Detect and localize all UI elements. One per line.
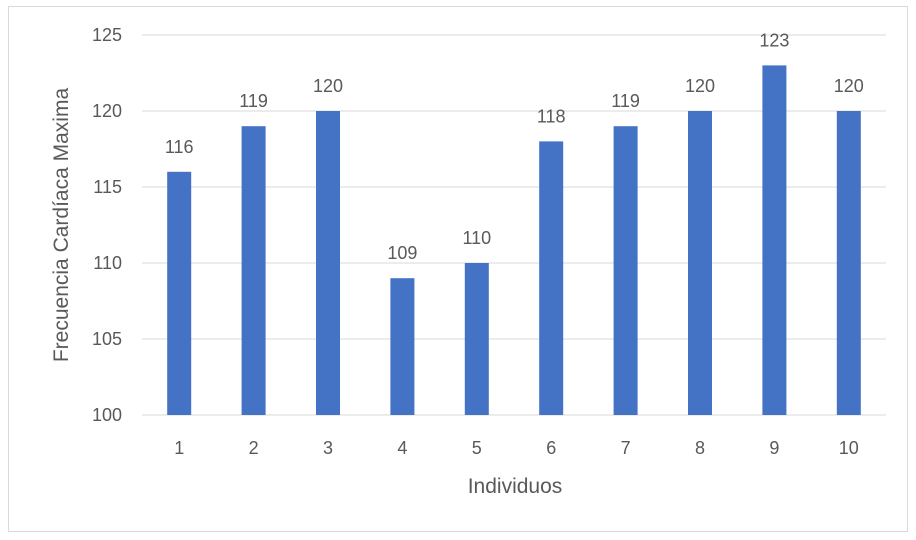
bar-7: [613, 126, 638, 415]
data-label-3: 120: [313, 76, 343, 96]
data-label-4: 109: [387, 243, 417, 263]
bar-3: [316, 111, 340, 415]
y-tick-label: 120: [92, 101, 122, 121]
x-tick-label-6: 6: [546, 438, 556, 458]
bars: [167, 65, 861, 416]
y-tick-label: 110: [93, 253, 122, 273]
x-tick-label-9: 9: [769, 438, 779, 458]
bar-10: [836, 111, 861, 415]
x-tick-labels: 1 2 3 4 5 6 7 8 9 10: [174, 438, 859, 458]
bar-6: [539, 141, 564, 415]
data-label-6: 118: [537, 106, 566, 126]
bar-1: [167, 171, 192, 415]
x-tick-label-10: 10: [839, 438, 859, 458]
y-tick-labels: 100 105 110 115 120 125: [92, 25, 122, 425]
bar-8: [688, 111, 712, 415]
x-tick-label-7: 7: [621, 438, 631, 458]
bar-4: [390, 278, 415, 415]
y-axis-title: Frecuencia Cardíaca Maxima: [50, 88, 73, 363]
bar-2: [241, 126, 266, 415]
data-label-10: 120: [834, 76, 864, 96]
chart-frame: [8, 6, 908, 532]
y-tick-label: 100: [92, 405, 122, 425]
bar-9: [762, 65, 787, 416]
x-axis-title: Individuos: [468, 475, 563, 498]
x-tick-label-5: 5: [472, 438, 482, 458]
y-tick-label: 125: [92, 25, 122, 45]
x-tick-label-1: 1: [174, 438, 184, 458]
data-label-9: 123: [759, 30, 789, 50]
data-label-7: 119: [611, 91, 640, 111]
bar-5: [464, 263, 489, 415]
x-tick-label-4: 4: [397, 438, 407, 458]
data-label-2: 119: [239, 91, 268, 111]
gridlines: [142, 34, 886, 416]
data-label-1: 116: [165, 137, 194, 157]
x-tick-label-8: 8: [695, 438, 705, 458]
y-tick-label: 105: [92, 329, 122, 349]
x-tick-label-3: 3: [323, 438, 333, 458]
x-tick-label-2: 2: [249, 438, 259, 458]
y-tick-label: 115: [93, 177, 122, 197]
data-label-5: 110: [462, 228, 491, 248]
data-label-8: 120: [685, 76, 715, 96]
data-labels: 116 119 120 109 110 118 119 120 123 120: [165, 30, 864, 263]
